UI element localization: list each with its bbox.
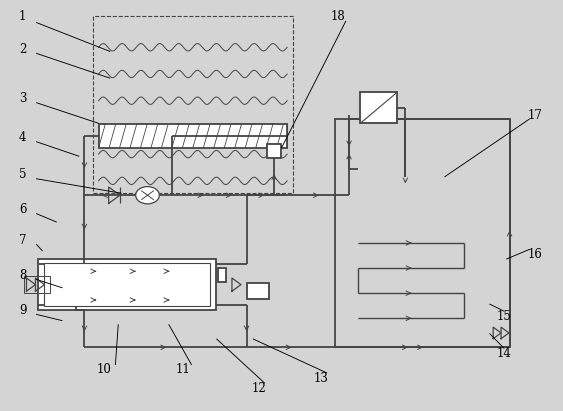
Bar <box>335 119 510 347</box>
Bar <box>93 16 293 193</box>
Bar <box>267 144 281 158</box>
Text: 2: 2 <box>19 43 26 56</box>
Text: 8: 8 <box>19 269 26 282</box>
Text: 12: 12 <box>252 382 266 395</box>
Bar <box>247 283 269 299</box>
Text: 13: 13 <box>314 372 328 385</box>
Text: 9: 9 <box>19 304 26 317</box>
Text: 14: 14 <box>497 347 511 360</box>
Text: 3: 3 <box>19 92 26 105</box>
Text: 7: 7 <box>19 234 26 247</box>
Text: 18: 18 <box>330 10 345 23</box>
Text: 16: 16 <box>528 248 542 261</box>
Text: 11: 11 <box>176 363 190 376</box>
Text: 6: 6 <box>19 203 26 216</box>
Bar <box>218 268 226 282</box>
Text: 5: 5 <box>19 168 26 181</box>
Text: 15: 15 <box>497 310 511 323</box>
Bar <box>99 124 287 148</box>
Text: 10: 10 <box>97 363 111 376</box>
Bar <box>24 276 50 293</box>
Bar <box>38 259 216 310</box>
Text: 17: 17 <box>528 109 542 122</box>
Circle shape <box>136 187 159 204</box>
Bar <box>44 263 210 306</box>
Text: 4: 4 <box>19 131 26 144</box>
Bar <box>360 92 397 123</box>
Text: 1: 1 <box>19 10 26 23</box>
